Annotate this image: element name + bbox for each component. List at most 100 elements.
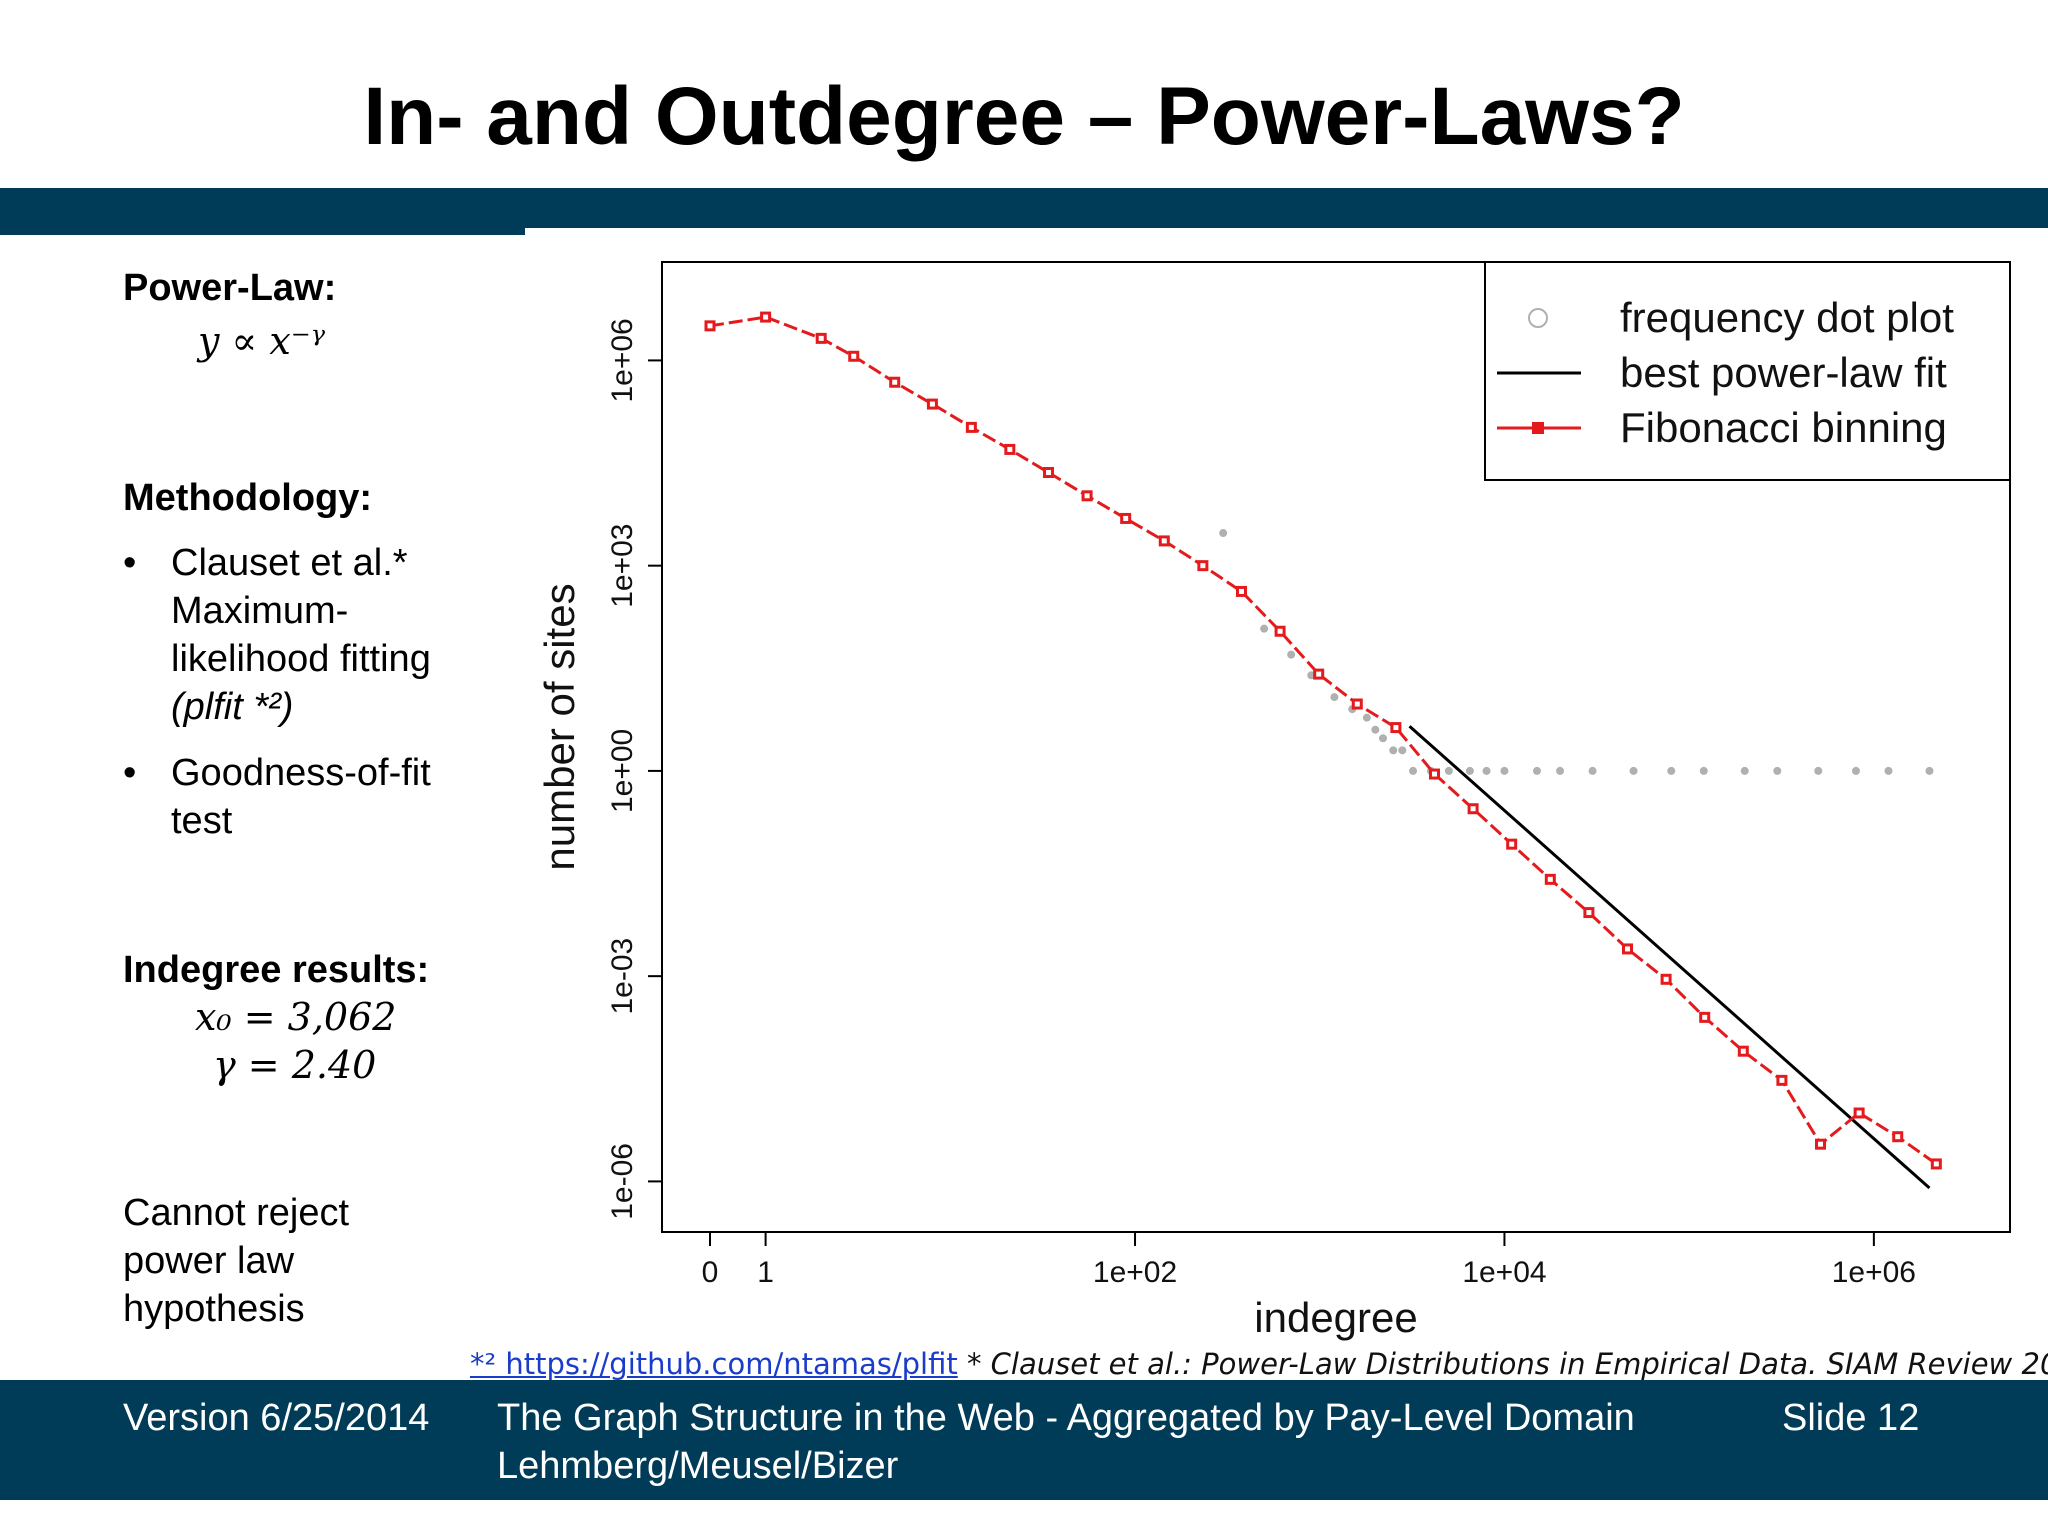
fibonacci-bin-point [1390, 722, 1402, 734]
frequency-dot [1588, 766, 1597, 775]
footer: Version 6/25/2014 The Graph Structure in… [0, 1380, 2048, 1500]
fibonacci-bin-point [1428, 768, 1440, 780]
y-tick-label: 1e+06 [606, 318, 639, 402]
bullet-line: Goodness-of-fit [171, 752, 431, 794]
frequency-dot [1556, 766, 1565, 775]
plfit-link[interactable]: *² https://github.com/ntamas/plfit [470, 1347, 958, 1381]
fibonacci-bin-point [1622, 943, 1634, 955]
footer-authors: Lehmberg/Meusel/Bizer [497, 1445, 899, 1487]
fibonacci-bin-point [848, 350, 860, 362]
frequency-dot [1398, 746, 1407, 755]
frequency-dot [1667, 766, 1676, 775]
bullet-clauset: • Clauset et al.* Maximum- likelihood fi… [123, 539, 523, 731]
frequency-dot [1219, 529, 1228, 538]
footer-version: Version 6/25/2014 [123, 1397, 430, 1439]
frequency-dot [1814, 766, 1823, 775]
frequency-dot [1629, 766, 1638, 775]
bullet-dot: • [123, 542, 137, 584]
fibonacci-bin-point [704, 320, 716, 332]
bullet-line: Clauset et al.* [171, 542, 408, 584]
legend-marker-square [1532, 422, 1544, 434]
fibonacci-bin-point [889, 376, 901, 388]
fibonacci-bin-point [1235, 585, 1247, 597]
fibonacci-bin-point [760, 311, 772, 323]
result-gamma: γ = 2.40 [213, 1043, 377, 1087]
bullet-dot: • [123, 752, 137, 794]
y-tick-label: 1e+03 [606, 524, 639, 608]
bullet-goodness: • Goodness-of-fit test [123, 749, 523, 845]
bullet-line: Maximum- [171, 590, 349, 632]
footnote: *² https://github.com/ntamas/plfit * Cla… [470, 1347, 2048, 1381]
fibonacci-bin-point [1274, 625, 1286, 637]
frequency-dot [1851, 766, 1860, 775]
legend-marker-circle [1528, 308, 1548, 328]
legend-label: frequency dot plot [1620, 294, 1954, 341]
left-panel: Power-Law: y ∝ x⁻ᵞ Methodology: • Clause… [123, 265, 523, 1333]
frequency-dot [1371, 725, 1380, 734]
conclusion-text: Cannot reject power law hypothesis [123, 1189, 523, 1333]
frequency-dot [1925, 766, 1934, 775]
fibonacci-bin-point [1004, 443, 1016, 455]
title-divider-band [0, 188, 2048, 235]
fibonacci-bin-point [1313, 668, 1325, 680]
fibonacci-bin-point [1776, 1074, 1788, 1086]
fibonacci-binning-line [709, 315, 1938, 1166]
chart-svg: 0 1 1e+02 1e+04 1e+06 1e-06 1e-03 1e+00 1e+03 1e+… [536, 261, 2011, 1341]
conclusion-line: hypothesis [123, 1288, 305, 1330]
footer-slide-number: Slide 12 [1782, 1397, 1920, 1439]
x-tick-label: 1e+04 [1462, 1256, 1546, 1289]
x-tick-label: 1e+06 [1832, 1256, 1916, 1289]
slide-title: In- and Outdegree – Power-Laws? [363, 71, 1685, 162]
x-tick-label: 1e+02 [1093, 1256, 1177, 1289]
bullet-goodness-text: Goodness-of-fit test [171, 749, 431, 845]
frequency-dot [1362, 713, 1371, 722]
fibonacci-bin-point [1930, 1158, 1942, 1170]
y-axis-label: number of sites [536, 583, 583, 870]
fibonacci-bin-point [1583, 907, 1595, 919]
fibonacci-bin-point [1506, 838, 1518, 850]
fibonacci-bin-point [1120, 512, 1132, 524]
frequency-dot [1389, 746, 1398, 755]
fibonacci-bin-point [1660, 973, 1672, 985]
frequency-dot [1699, 766, 1708, 775]
fibonacci-bin-point [1081, 490, 1093, 502]
fibonacci-bin-point [1158, 535, 1170, 547]
powerlaw-heading: Power-Law: [123, 267, 337, 309]
fibonacci-bin-point [1197, 560, 1209, 572]
y-tick-label: 1e-06 [606, 1143, 639, 1220]
power-law-fit-line [1408, 725, 1931, 1190]
chart: 0 1 1e+02 1e+04 1e+06 1e-06 1e-03 1e+00 1e+03 1e+… [530, 250, 2030, 1355]
fibonacci-bin-point [1737, 1045, 1749, 1057]
x-tick-label: 0 [702, 1256, 719, 1289]
fibonacci-bin-point [1699, 1011, 1711, 1023]
frequency-dot [1260, 624, 1269, 633]
fibonacci-bin-point [1892, 1131, 1904, 1143]
fibonacci-bin-point [1467, 803, 1479, 815]
fibonacci-bin-point [1544, 873, 1556, 885]
legend-box [1484, 261, 2011, 481]
frequency-dot [1465, 766, 1474, 775]
x-tick-label: 1 [757, 1256, 774, 1289]
legend-label: Fibonacci binning [1620, 404, 1947, 451]
y-tick-label: 1e-03 [606, 938, 639, 1015]
fibonacci-bin-point [1351, 698, 1363, 710]
legend-label: best power-law fit [1620, 349, 1947, 396]
frequency-dot [1500, 766, 1509, 775]
frequency-dot [1330, 693, 1339, 702]
fibonacci-bin-point [1042, 466, 1054, 478]
bullet-line: test [171, 800, 233, 842]
frequency-dot [1773, 766, 1782, 775]
frequency-dot [1532, 766, 1541, 775]
conclusion-line: power law [123, 1240, 295, 1282]
results-heading: Indegree results: [123, 949, 430, 991]
methodology-heading: Methodology: [123, 477, 373, 519]
fibonacci-bin-point [815, 332, 827, 344]
result-x0: x₀ = 3,062 [195, 995, 397, 1039]
fibonacci-bin-point [965, 421, 977, 433]
footer-subtitle: The Graph Structure in the Web - Aggrega… [497, 1397, 1635, 1439]
frequency-dot [1378, 734, 1387, 743]
bullet-line: likelihood fitting [171, 638, 431, 680]
frequency-dot [1740, 766, 1749, 775]
bullet-line: (plfit *²) [171, 686, 294, 728]
frequency-dot [1287, 650, 1296, 659]
